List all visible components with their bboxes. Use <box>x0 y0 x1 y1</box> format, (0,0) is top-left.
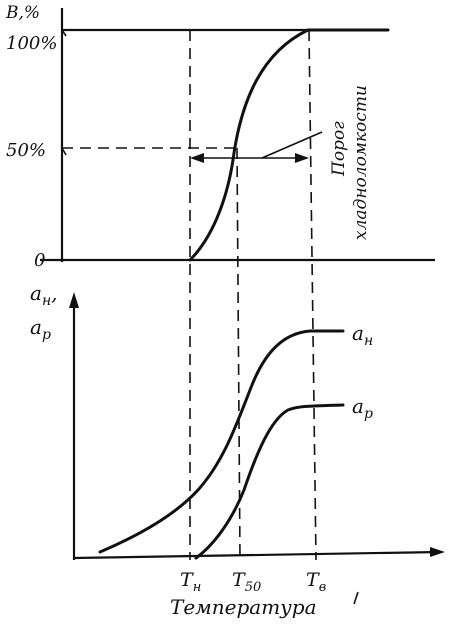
annotation-line1: Порог <box>329 121 349 177</box>
top-s-curve <box>188 28 390 262</box>
x-tick-tv: Tв <box>306 569 326 595</box>
tick-0: 0 <box>34 250 45 271</box>
bottom-y-label-line2: aр <box>30 315 51 343</box>
curve-an-label: aн <box>352 321 373 349</box>
tick-100: 100% <box>6 33 57 54</box>
annotation-leader-line <box>261 131 323 159</box>
bottom-x-arrow <box>430 547 445 557</box>
top-y-axis-label: В,% <box>5 3 40 23</box>
arrow-right-head <box>295 153 309 163</box>
dashed-tv <box>308 29 317 561</box>
tick-mark-100 <box>61 29 67 37</box>
curve-ap-label: aр <box>352 394 373 422</box>
x-tick-tn: Tн <box>180 569 201 595</box>
dashed-t50 <box>236 147 241 561</box>
bottom-y-arrow <box>69 292 79 308</box>
tick-mark-50 <box>61 147 67 156</box>
curve-an <box>98 329 345 554</box>
bottom-y-label-line1: aн, <box>30 281 58 309</box>
x-tick-t50: T50 <box>232 569 261 595</box>
curve-ap <box>194 403 345 560</box>
annotation-line2: хладноломкости <box>351 85 371 240</box>
arrow-left-head <box>190 153 204 163</box>
bottom-x-axis <box>73 550 441 560</box>
tick-50: 50% <box>6 140 46 161</box>
stray-mark <box>353 591 359 605</box>
x-axis-label: Температура <box>170 595 317 619</box>
